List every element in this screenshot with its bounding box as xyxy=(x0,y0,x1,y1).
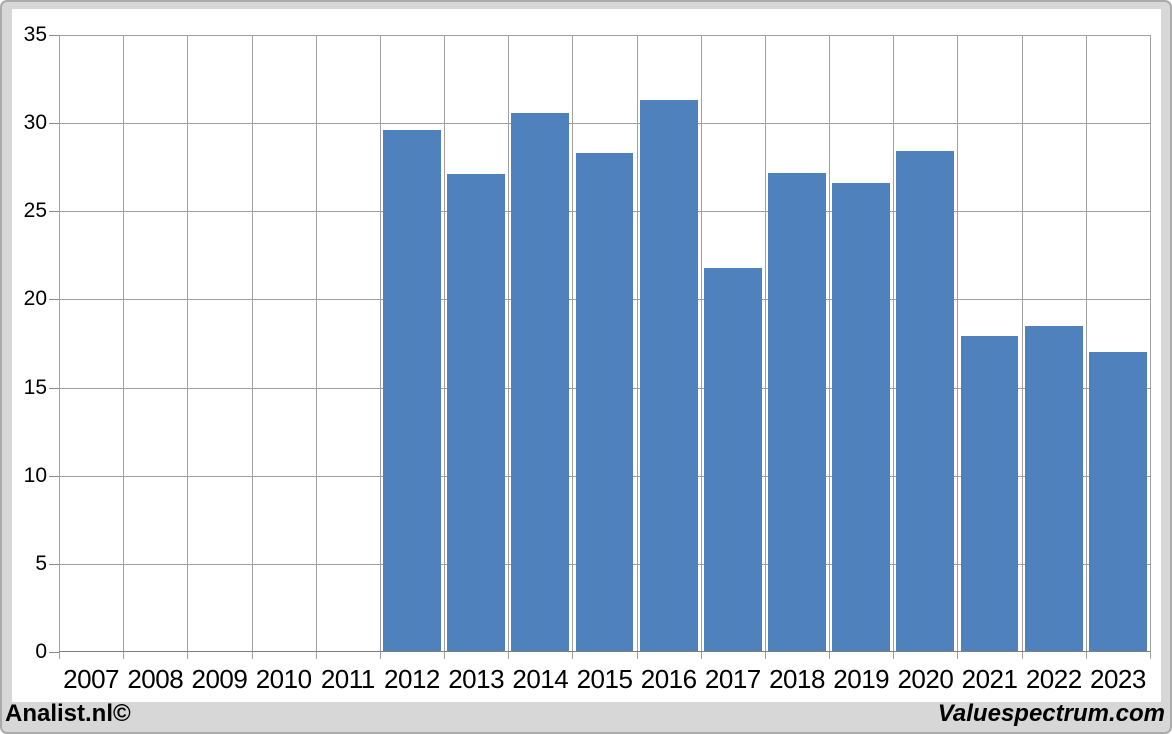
x-tick-label: 2010 xyxy=(255,664,312,694)
x-gridline xyxy=(1150,35,1151,659)
x-tick-label: 2017 xyxy=(704,664,761,694)
x-gridline xyxy=(1086,35,1087,659)
bar xyxy=(768,172,826,652)
bar xyxy=(703,267,762,652)
x-gridline xyxy=(829,35,830,659)
y-tick-mark xyxy=(49,564,59,565)
y-tick-mark xyxy=(49,299,59,300)
x-gridline xyxy=(893,35,894,659)
bar xyxy=(960,336,1019,652)
x-axis-line xyxy=(59,651,1150,652)
x-gridline xyxy=(59,35,60,659)
x-gridline xyxy=(316,35,317,659)
y-tick-label: 30 xyxy=(23,111,47,134)
x-tick-label: 2014 xyxy=(512,664,569,694)
chart-panel: 0 5 10 15 20 25 30 35 2007 2008 2009 2010 2011 2012 2… xyxy=(12,9,1161,702)
y-tick-label: 25 xyxy=(23,199,47,222)
bar xyxy=(575,153,634,652)
y-tick-label: 0 xyxy=(35,640,47,663)
y-tick-mark xyxy=(49,476,59,477)
y-tick-mark xyxy=(49,388,59,389)
y-tick-mark xyxy=(49,35,59,36)
bar xyxy=(447,174,506,652)
y-tick-mark xyxy=(49,652,59,653)
x-gridline xyxy=(444,35,445,659)
x-tick-label: 2023 xyxy=(1089,664,1146,694)
bar xyxy=(1089,352,1147,652)
y-gridline xyxy=(59,123,1150,124)
x-tick-label: 2021 xyxy=(961,664,1018,694)
x-gridline xyxy=(957,35,958,659)
x-gridline xyxy=(252,35,253,659)
y-axis-labels: 0 5 10 15 20 25 30 35 xyxy=(12,24,47,663)
x-gridline xyxy=(701,35,702,659)
y-tick-mark xyxy=(49,123,59,124)
x-gridline xyxy=(187,35,188,659)
x-gridline xyxy=(637,35,638,659)
bar xyxy=(639,100,698,652)
x-tick-label: 2013 xyxy=(448,664,505,694)
bar xyxy=(832,183,891,652)
y-tick-label: 35 xyxy=(23,23,47,46)
footer-right-brand-link[interactable]: Valuespectrum.com xyxy=(937,700,1165,727)
bar xyxy=(896,151,955,652)
bar xyxy=(383,130,441,652)
x-tick-label: 2015 xyxy=(576,664,633,694)
x-tick-label: 2016 xyxy=(640,664,697,694)
plot-area xyxy=(49,35,1151,659)
bar xyxy=(1024,325,1083,652)
y-tick-mark xyxy=(49,211,59,212)
x-gridline xyxy=(380,35,381,659)
y-tick-label: 10 xyxy=(23,464,47,487)
x-tick-label: 2007 xyxy=(63,664,120,694)
y-tick-label: 20 xyxy=(23,287,47,310)
footer-left-brand-link[interactable]: Analist.nl© xyxy=(5,700,131,727)
x-gridline xyxy=(765,35,766,659)
x-gridline xyxy=(1022,35,1023,659)
x-axis-labels: 2007 2008 2009 2010 2011 2012 2013 2014 2015 2016… xyxy=(59,664,1150,696)
x-gridline xyxy=(572,35,573,659)
x-tick-label: 2019 xyxy=(833,664,890,694)
x-gridline xyxy=(508,35,509,659)
x-tick-label: 2018 xyxy=(769,664,825,694)
x-gridline xyxy=(123,35,124,659)
x-tick-label: 2011 xyxy=(320,664,375,694)
x-tick-label: 2008 xyxy=(127,664,184,694)
bar xyxy=(511,112,570,652)
y-gridline xyxy=(59,35,1150,36)
x-tick-label: 2022 xyxy=(1025,664,1082,694)
y-tick-label: 15 xyxy=(23,376,47,399)
x-tick-label: 2009 xyxy=(191,664,248,694)
x-tick-label: 2012 xyxy=(384,664,440,694)
y-tick-label: 5 xyxy=(35,552,47,575)
footer: Analist.nl© Valuespectrum.com xyxy=(2,698,1170,732)
x-tick-label: 2020 xyxy=(897,664,954,694)
